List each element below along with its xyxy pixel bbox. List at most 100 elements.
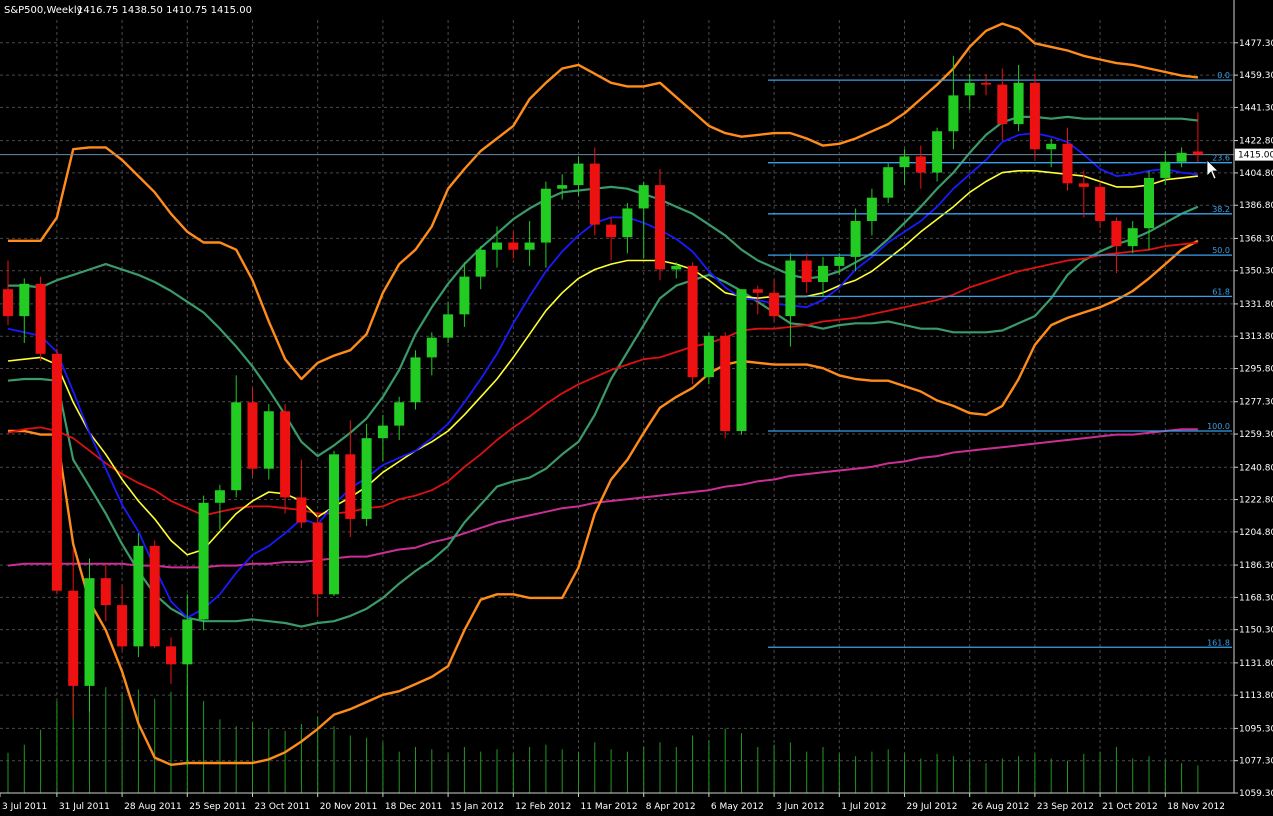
y-tick-label: 1131.80 — [1239, 659, 1273, 669]
candle-bullish — [84, 558, 95, 711]
candle-body — [361, 438, 372, 519]
candle-body — [377, 425, 388, 439]
candle-body — [51, 353, 62, 591]
candle-body — [394, 402, 405, 426]
candle-bullish — [883, 163, 894, 204]
candle-bullish — [964, 73, 975, 110]
candle-body — [492, 242, 502, 250]
candle-bullish — [834, 253, 845, 275]
y-tick-labels: 1477.30 1459.30 1441.30 1422.80 1404.80 1386.… — [1234, 39, 1273, 799]
candle-body — [866, 197, 877, 222]
candle-bearish — [149, 540, 160, 649]
candle-body — [671, 265, 682, 270]
x-tick-label: 29 Jul 2012 — [907, 802, 958, 812]
candle-body — [997, 84, 1008, 125]
y-tick-label: 1222.80 — [1239, 496, 1273, 506]
current-price-box — [1235, 148, 1273, 161]
candle-body — [1192, 151, 1203, 155]
candle-body — [198, 502, 209, 620]
candle-body — [459, 276, 470, 315]
y-tick-label: 1350.30 — [1239, 267, 1273, 277]
candle-body — [1078, 183, 1089, 187]
y-tick-label: 1368.30 — [1239, 234, 1273, 244]
candle-body — [606, 224, 617, 238]
y-tick-label: 1404.80 — [1239, 169, 1273, 179]
candle-bullish — [1013, 64, 1024, 132]
fibonacci-retracement: 0.0 23.6 38.2 50.0 61.8 100.0 161.8 — [0, 71, 1234, 648]
candle-bearish — [769, 280, 780, 322]
candle-body — [1095, 186, 1106, 222]
candle-body — [312, 522, 323, 595]
fib-level-label: 0.0 — [1217, 71, 1230, 80]
candle-body — [981, 82, 991, 85]
candle-body — [35, 283, 46, 354]
candle-body — [834, 256, 845, 266]
bollinger-outer-lower-line — [8, 239, 1199, 766]
y-tick-label: 1441.30 — [1239, 103, 1273, 113]
candle-bullish — [426, 332, 437, 376]
candle-bearish — [508, 231, 519, 259]
candle-body — [329, 454, 339, 595]
candle-body — [883, 167, 894, 198]
symbol-label: S&P500,Weekly — [4, 5, 83, 16]
candle-body — [214, 490, 225, 503]
candle-bullish — [671, 262, 682, 279]
candle-bullish — [1176, 147, 1187, 168]
candle-body — [426, 337, 437, 358]
candle-body — [296, 497, 307, 523]
x-tick-label: 15 Jan 2012 — [450, 802, 504, 812]
x-tick-label: 28 Aug 2011 — [124, 802, 182, 812]
candle-body — [524, 242, 535, 250]
candle-body — [410, 357, 421, 403]
x-tick-label: 18 Dec 2011 — [385, 802, 443, 812]
y-tick-label: 1277.30 — [1239, 398, 1273, 408]
x-tick-label: 31 Jul 2011 — [59, 802, 110, 812]
x-tick-label: 3 Jun 2012 — [776, 802, 824, 812]
candle-body — [573, 163, 584, 186]
fib-level-label: 38.2 — [1212, 205, 1230, 214]
candle-body — [1046, 143, 1057, 150]
candle-body — [231, 402, 242, 491]
candle-bullish — [19, 278, 30, 344]
candle-bullish — [263, 404, 274, 480]
x-tick-label: 23 Sep 2012 — [1037, 802, 1094, 812]
candle-bullish — [459, 262, 470, 327]
candle-bearish — [589, 147, 600, 236]
y-tick-label: 1477.30 — [1239, 39, 1273, 49]
candle-bearish — [3, 260, 13, 326]
y-tick-label: 1386.80 — [1239, 201, 1273, 211]
candle-bullish — [198, 495, 209, 631]
candle-body — [736, 289, 747, 431]
bollinger-inner-upper-line — [8, 115, 1199, 458]
y-tick-label: 1113.80 — [1239, 691, 1273, 701]
candle-body — [182, 619, 193, 665]
candle-bearish — [1029, 73, 1040, 159]
candle-bullish — [736, 289, 747, 435]
y-tick-label: 1150.30 — [1239, 626, 1273, 636]
candle-body — [785, 260, 796, 317]
candle-body — [1013, 82, 1024, 125]
candle-bullish — [557, 174, 568, 200]
candle-bullish — [573, 156, 584, 196]
candle-body — [263, 411, 274, 469]
candle-bullish — [182, 594, 193, 765]
candle-body — [769, 292, 780, 317]
candle-bullish — [866, 188, 877, 236]
candlesticks — [3, 55, 1203, 765]
candle-bullish — [524, 221, 535, 266]
candle-bullish — [850, 208, 861, 272]
candle-bearish — [1192, 112, 1203, 163]
candle-bullish — [948, 55, 959, 150]
y-tick-label: 1077.30 — [1239, 757, 1273, 767]
candle-bearish — [247, 387, 258, 476]
candle-bearish — [35, 276, 46, 362]
candle-body — [1111, 221, 1122, 247]
candle-bullish — [231, 375, 242, 498]
y-tick-label: 1422.80 — [1239, 137, 1273, 147]
y-tick-label: 1331.80 — [1239, 300, 1273, 310]
candle-bearish — [68, 549, 79, 719]
fib-level-label: 61.8 — [1212, 287, 1230, 296]
candle-body — [280, 411, 291, 498]
